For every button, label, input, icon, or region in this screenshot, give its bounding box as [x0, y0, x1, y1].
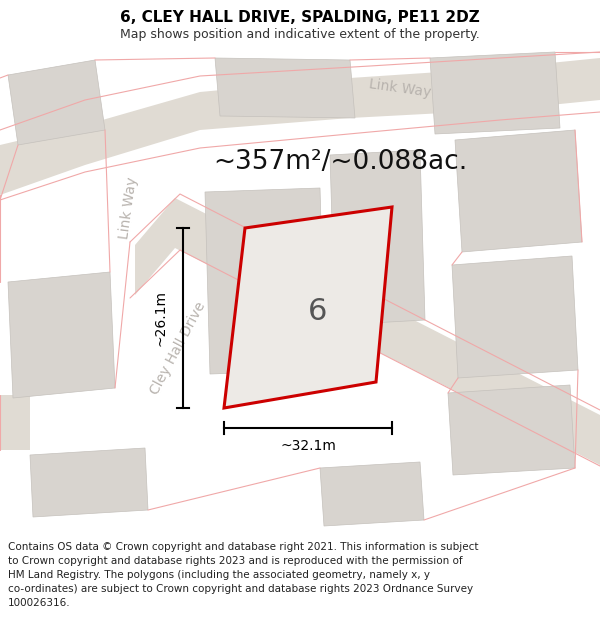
Text: Cley Hall Drive: Cley Hall Drive: [148, 299, 208, 397]
Polygon shape: [0, 58, 600, 195]
Polygon shape: [452, 256, 578, 378]
Text: ~32.1m: ~32.1m: [280, 439, 336, 453]
Polygon shape: [215, 58, 355, 118]
Text: Map shows position and indicative extent of the property.: Map shows position and indicative extent…: [120, 28, 480, 41]
Polygon shape: [8, 272, 115, 398]
Text: 100026316.: 100026316.: [8, 598, 71, 608]
Text: 6: 6: [308, 297, 327, 326]
Text: co-ordinates) are subject to Crown copyright and database rights 2023 Ordnance S: co-ordinates) are subject to Crown copyr…: [8, 584, 473, 594]
Text: HM Land Registry. The polygons (including the associated geometry, namely x, y: HM Land Registry. The polygons (includin…: [8, 570, 430, 580]
Text: ~357m²/~0.088ac.: ~357m²/~0.088ac.: [213, 149, 467, 175]
Polygon shape: [30, 448, 148, 517]
Polygon shape: [0, 395, 30, 450]
Polygon shape: [448, 385, 575, 475]
Polygon shape: [205, 188, 325, 374]
Text: Contains OS data © Crown copyright and database right 2021. This information is : Contains OS data © Crown copyright and d…: [8, 542, 479, 552]
Text: Link Way: Link Way: [368, 77, 432, 99]
Text: Link Way: Link Way: [117, 176, 139, 240]
Text: 6, CLEY HALL DRIVE, SPALDING, PE11 2DZ: 6, CLEY HALL DRIVE, SPALDING, PE11 2DZ: [120, 10, 480, 25]
Text: to Crown copyright and database rights 2023 and is reproduced with the permissio: to Crown copyright and database rights 2…: [8, 556, 463, 566]
Polygon shape: [330, 150, 425, 325]
Polygon shape: [320, 462, 424, 526]
Polygon shape: [135, 198, 600, 465]
Polygon shape: [430, 52, 560, 134]
Polygon shape: [8, 60, 105, 145]
Polygon shape: [224, 207, 392, 408]
Polygon shape: [455, 130, 582, 252]
Text: ~26.1m: ~26.1m: [154, 290, 168, 346]
